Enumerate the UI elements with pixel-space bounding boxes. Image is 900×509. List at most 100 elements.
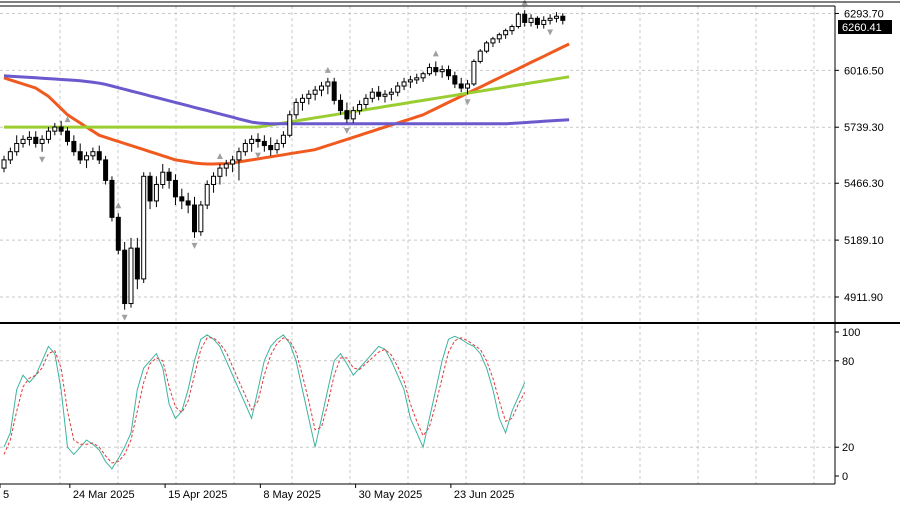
candle (77, 143, 83, 164)
candle (560, 13, 566, 25)
candle-body (363, 97, 369, 105)
candle-body (261, 140, 267, 147)
candle-body (312, 89, 318, 95)
fractal-marker-layer (39, 0, 554, 321)
candle (115, 213, 121, 255)
time-axis-tick-label: 15 Apr 2025 (168, 489, 227, 501)
candle-body (490, 38, 496, 44)
candle-body (211, 175, 217, 186)
oscillator-axis-tick-label: 0 (842, 471, 848, 483)
fractal-marker (64, 116, 71, 123)
oscillator-axis-labels: 100 80 20 0 (835, 327, 860, 483)
candle (407, 75, 413, 89)
candle-body (160, 171, 166, 186)
fractal-marker (121, 314, 128, 321)
candle (395, 81, 401, 97)
oscillator-line-layer (3, 334, 526, 470)
candle-body (471, 60, 477, 85)
candle (344, 102, 350, 123)
candle-body (350, 110, 356, 120)
candle (363, 94, 369, 109)
candle-body (77, 151, 83, 161)
candle (319, 81, 324, 97)
candle (211, 172, 217, 193)
candle-body (14, 142, 20, 153)
candle-body (344, 110, 350, 120)
candle (230, 155, 236, 173)
candle-body (128, 247, 134, 305)
candle-body (179, 196, 185, 202)
candle (255, 133, 261, 148)
candle (179, 188, 185, 210)
candle (65, 127, 70, 146)
candle-body (71, 140, 77, 153)
oscillator-axis-tick-label: 100 (842, 327, 860, 339)
candle (312, 86, 318, 101)
fractal-marker (324, 66, 331, 73)
time-axis-tick-label: 5 (3, 489, 9, 501)
candle-body (230, 159, 236, 165)
candle (376, 86, 382, 101)
candle-body (331, 81, 337, 101)
candle-body (477, 50, 483, 62)
fractal-marker (216, 153, 223, 159)
candle-body (388, 91, 394, 95)
candle-body (122, 249, 128, 305)
candle (471, 59, 477, 87)
candle (33, 131, 39, 148)
candle-body (192, 204, 197, 233)
price-axis-tick-label: 6016.50 (844, 65, 884, 77)
candle-body (58, 126, 64, 132)
candle (166, 168, 172, 189)
candle-body (325, 81, 331, 87)
price-axis-tick-label: 5739.30 (844, 122, 884, 134)
candle (96, 145, 102, 164)
candle-body (255, 138, 261, 142)
candle-body (249, 138, 255, 144)
candle-body (376, 91, 382, 97)
candle (160, 164, 166, 189)
candle-body (439, 69, 445, 73)
candle (71, 135, 77, 156)
candle (503, 28, 509, 39)
time-axis-tick-label: 8 May 2025 (263, 489, 320, 501)
time-axis-labels: 5 24 Mar 2025 15 Apr 2025 8 May 2025 30 May … (0, 484, 514, 501)
candle-body (541, 19, 547, 25)
fractal-marker (39, 156, 46, 163)
candle-body (484, 42, 490, 52)
candle (299, 94, 305, 111)
fractal-marker (115, 202, 122, 209)
candle (426, 63, 432, 76)
candle (274, 139, 280, 154)
candle-body (147, 175, 153, 202)
candle (547, 14, 553, 25)
candle (52, 122, 58, 136)
candle (534, 16, 540, 29)
fractal-marker (191, 242, 198, 249)
candle-body (319, 85, 324, 91)
candle (134, 237, 140, 290)
candle-body (204, 184, 210, 206)
candle-body (515, 13, 521, 28)
candle-body (560, 15, 566, 21)
candle (452, 71, 458, 89)
candle (14, 135, 20, 156)
candle (7, 147, 13, 164)
candle-body (1, 159, 7, 169)
candle-body (452, 75, 458, 85)
candle-body (242, 142, 248, 153)
candle-body (84, 155, 90, 161)
candle-body (65, 130, 70, 142)
candle (439, 65, 445, 78)
candle (84, 151, 90, 169)
current-price-tag: 6260.41 (838, 20, 892, 34)
candle-body (547, 17, 553, 21)
candle-body (7, 151, 13, 161)
candle (280, 131, 286, 148)
fractal-marker (255, 152, 261, 159)
time-axis-tick-label: 24 Mar 2025 (73, 489, 135, 501)
candle (522, 10, 528, 27)
candle-body (534, 17, 540, 25)
